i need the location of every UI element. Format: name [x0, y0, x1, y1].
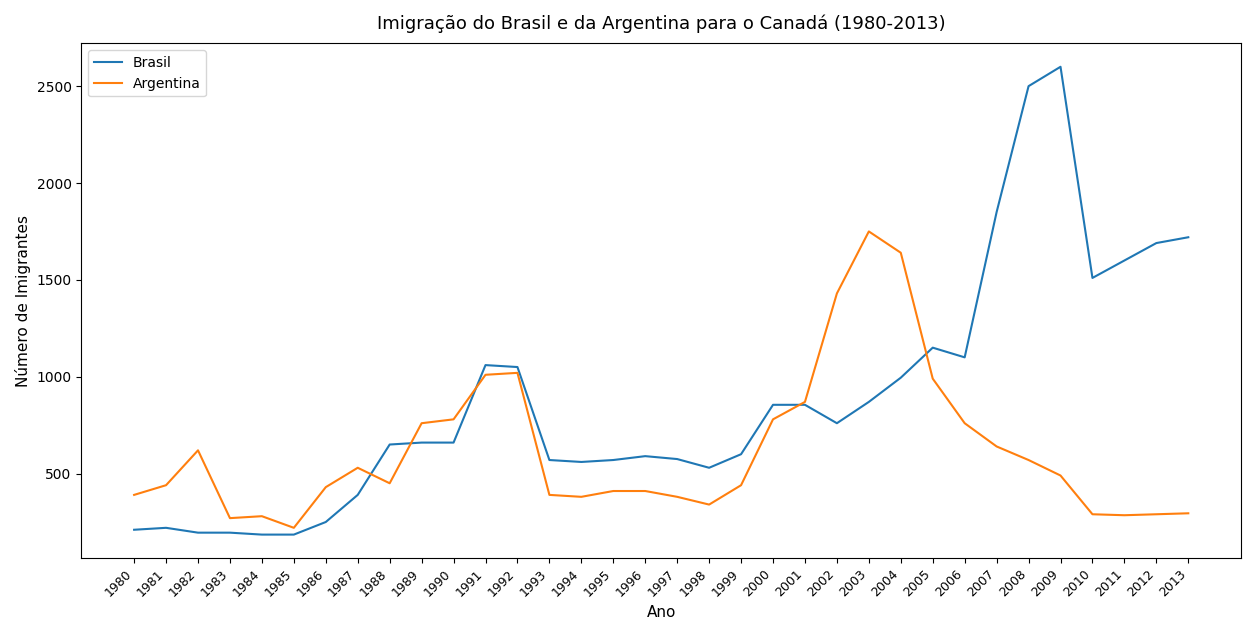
Argentina — [574, 493, 589, 500]
Argentina — [1021, 456, 1036, 464]
Argentina — [127, 491, 142, 498]
Argentina — [957, 419, 972, 427]
Argentina — [222, 514, 237, 522]
Argentina — [734, 481, 749, 489]
Argentina — [382, 479, 397, 487]
Brasil — [1021, 83, 1036, 90]
Title: Imigração do Brasil e da Argentina para o Canadá (1980-2013): Imigração do Brasil e da Argentina para … — [377, 15, 946, 34]
Y-axis label: Número de Imigrantes: Número de Imigrantes — [15, 215, 31, 387]
X-axis label: Ano: Ano — [647, 605, 676, 620]
Brasil — [829, 419, 844, 427]
Brasil — [1181, 234, 1196, 241]
Legend: Brasil, Argentina: Brasil, Argentina — [88, 50, 206, 97]
Brasil — [574, 458, 589, 465]
Brasil — [158, 524, 173, 531]
Brasil — [127, 526, 142, 533]
Brasil — [926, 344, 941, 352]
Argentina — [1181, 509, 1196, 517]
Argentina — [862, 227, 877, 235]
Brasil — [957, 354, 972, 361]
Brasil — [286, 531, 301, 538]
Brasil — [893, 374, 908, 382]
Argentina — [510, 369, 525, 377]
Argentina — [638, 487, 653, 495]
Brasil — [350, 491, 365, 498]
Brasil — [255, 531, 270, 538]
Line: Argentina: Argentina — [134, 231, 1188, 528]
Brasil — [1085, 274, 1100, 282]
Argentina — [1117, 511, 1132, 519]
Brasil — [191, 529, 206, 537]
Argentina — [446, 415, 461, 423]
Argentina — [318, 483, 333, 491]
Argentina — [798, 398, 813, 406]
Brasil — [798, 401, 813, 408]
Brasil — [734, 450, 749, 458]
Argentina — [669, 493, 685, 500]
Argentina — [702, 501, 717, 509]
Argentina — [605, 487, 620, 495]
Argentina — [191, 446, 206, 454]
Argentina — [1085, 511, 1100, 518]
Brasil — [222, 529, 237, 537]
Brasil — [1053, 63, 1068, 70]
Argentina — [765, 415, 780, 423]
Argentina — [893, 249, 908, 257]
Argentina — [479, 371, 494, 378]
Brasil — [446, 439, 461, 446]
Brasil — [1149, 239, 1164, 247]
Argentina — [255, 512, 270, 520]
Brasil — [1117, 257, 1132, 264]
Brasil — [510, 363, 525, 371]
Brasil — [702, 464, 717, 472]
Brasil — [765, 401, 780, 408]
Argentina — [286, 524, 301, 531]
Argentina — [541, 491, 556, 498]
Brasil — [382, 441, 397, 448]
Brasil — [479, 361, 494, 369]
Brasil — [541, 456, 556, 464]
Brasil — [862, 398, 877, 406]
Argentina — [988, 443, 1004, 450]
Argentina — [1149, 511, 1164, 518]
Argentina — [829, 290, 844, 297]
Argentina — [158, 481, 173, 489]
Argentina — [414, 419, 430, 427]
Argentina — [1053, 472, 1068, 479]
Brasil — [318, 518, 333, 526]
Brasil — [414, 439, 430, 446]
Brasil — [605, 456, 620, 464]
Line: Brasil: Brasil — [134, 67, 1188, 535]
Argentina — [926, 375, 941, 382]
Brasil — [669, 455, 685, 463]
Brasil — [638, 452, 653, 460]
Brasil — [988, 208, 1004, 216]
Argentina — [350, 464, 365, 472]
